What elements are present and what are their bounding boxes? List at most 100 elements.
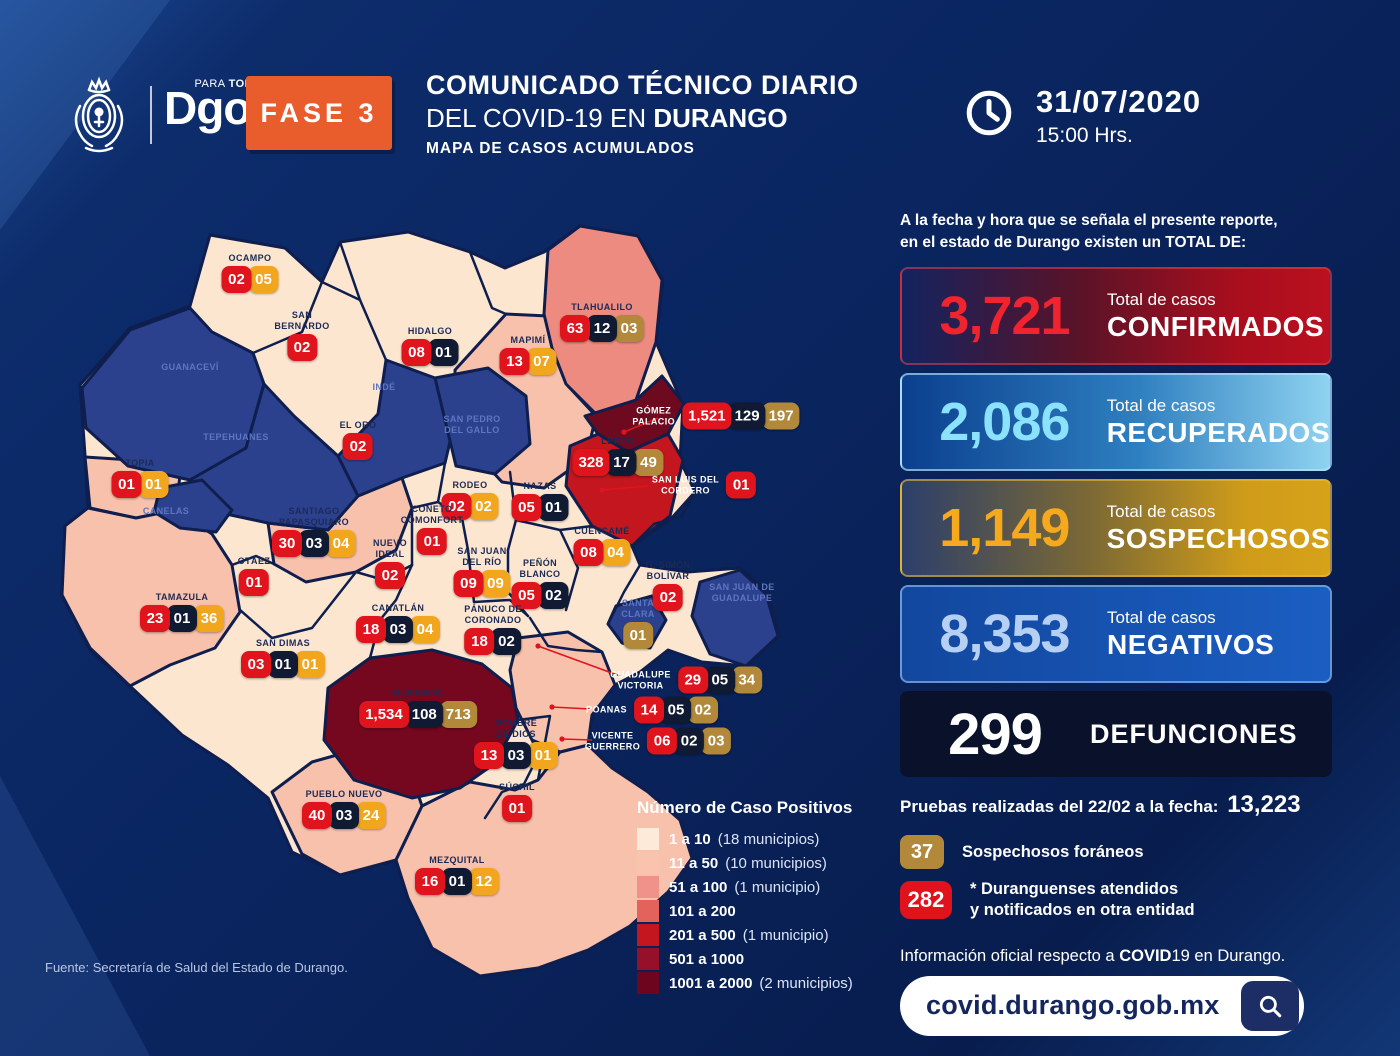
case-badges-ot-ez: 01 [239,568,269,596]
attended-line1: * Duranguenses atendidos [970,880,1179,899]
badge-dark-vicente-guerrero: 02 [674,727,705,755]
badge-bronze-guadalupe-victoria: 34 [731,666,762,694]
municipality-label-nombre-de-dios: NOMBRE DE DIOS [494,718,538,739]
municipality-label-mezquital: MEZQUITAL [429,855,485,865]
municipality-label-santiago-papasquiaro: SANTIAGO PAPASQUIARO [278,506,350,527]
case-badges-mapim: 13 07 [499,347,557,375]
search-button[interactable] [1241,980,1299,1031]
badge-red-nuevo-ideal: 02 [374,561,405,589]
badge-dark-mezquital: 01 [442,867,472,895]
badge-dark-tlahualilo: 12 [587,314,617,342]
recuperados-value: 2,086 [939,392,1070,453]
municipality-rodeo: RODEO 02 02 [441,480,499,520]
badge-red-el-oro: 02 [343,432,373,460]
confirmados-value: 3,721 [939,286,1070,347]
municipality-san-juan-de-guadalupe: SAN JUAN DE GUADALUPE [709,582,774,604]
legend-swatch-3 [637,900,659,922]
sospechosos-value: 1,149 [939,498,1070,559]
badge-red-lerdo: 328 [572,448,610,476]
confirmados-label: CONFIRMADOS [1107,310,1325,342]
badge-bronze-tlahualilo: 03 [614,314,644,342]
legend-label-3: 101 a 200 [669,902,736,920]
badge-red-cuencam: 08 [573,538,604,566]
municipality-label-coneto-comonfort: CONETO COMONFORT [400,504,464,525]
municipality-label-poanas: POANAS [586,704,627,715]
municipality-san-dimas: SAN DIMAS 03 01 01 [241,638,325,678]
legend-swatch-2 [637,876,659,898]
badge-gold-cuencam: 04 [600,538,631,566]
covid-url-pill[interactable]: covid.durango.gob.mx [900,975,1304,1036]
defunciones-label: DEFUNCIONES [1090,719,1298,750]
municipality-san-luis-del-cordero: SAN LUIS DEL CORDERO 01 [652,471,757,499]
clock-icon [966,90,1012,136]
defunciones-value: 299 [948,701,1043,767]
badge-dark-poanas: 05 [660,696,691,724]
covid-url-text[interactable]: covid.durango.gob.mx [926,990,1220,1021]
municipality-durango: DURANGO 1,534 108 713 [359,688,477,728]
municipality-label-hidalgo: HIDALGO [407,326,453,336]
legend-note-4: (1 municipio) [742,926,829,944]
badge-red-rodeo: 02 [441,492,472,520]
case-badges-tlahualilo: 63 12 03 [560,314,644,342]
negativos-value: 8,353 [939,604,1070,665]
badge-red-g-sim-n-bol-var: 02 [652,583,683,611]
badge-bronze-durango: 713 [439,700,477,728]
municipality-santiago-papasquiaro: SANTIAGO PAPASQUIARO 30 03 04 [272,506,356,557]
badge-gold-canatl-n: 04 [410,615,440,643]
badge-red-g-mez-palacio: 1,521 [682,402,732,430]
municipality-label-g-mez-palacio: GÓMEZ PALACIO [632,405,676,426]
title-line2-light: DEL COVID-19 EN [426,103,654,133]
municipality-label-san-dimas: SAN DIMAS [255,638,311,648]
durango-crest-logo [74,76,124,153]
municipality-topia: TOPIA 01 01 [111,458,169,498]
card-recuperados: 2,086 Total de casos RECUPERADOS [900,373,1332,472]
municipality-s-chil: SÚCHIL 01 [499,782,535,822]
badge-red-san-juan-del-r-o: 09 [453,569,484,597]
attended-line2: y notificados en otra entidad [970,901,1195,919]
brand-dgo: Dgo [164,82,251,134]
case-badges-pueblo-nuevo: 40 03 24 [302,801,386,829]
badge-gold-ocampo: 05 [248,265,279,293]
municipality-lerdo: LERDO 328 17 49 [572,436,664,476]
title-line2-bold: DURANGO [653,103,788,133]
legend-item-0: 1 a 10 (18 municipios) [637,828,853,850]
municipality-label-ot-ez: OTÁEZ [237,556,271,566]
foreign-suspects-row: 37 Sospechosos foráneos [900,835,1332,870]
badge-red-p-nuco-de-coronado: 18 [464,627,495,655]
badge-red-pueblo-nuevo: 40 [302,801,332,829]
card-defunciones: 299 DEFUNCIONES [900,691,1332,778]
badge-dark-p-nuco-de-coronado: 02 [491,627,522,655]
municipality-label-lerdo: LERDO [601,436,635,446]
legend-swatch-4 [637,924,659,946]
badge-dark-nazas: 01 [538,493,569,521]
recuperados-label: RECUPERADOS [1106,416,1330,448]
badge-red-mezquital: 16 [415,867,445,895]
municipality-nombre-de-dios: NOMBRE DE DIOS 13 03 01 [474,718,558,769]
tests-line: Pruebas realizadas del 22/02 a la fecha:… [900,791,1332,819]
case-badges-s-chil: 01 [502,794,532,822]
municipality-san-bernardo: SAN BERNARDO 02 [274,310,329,361]
case-badges-rodeo: 02 02 [441,492,499,520]
negativos-label-top: Total de casos [1107,607,1216,627]
badge-red-coneto-comonfort: 01 [417,527,447,555]
badge-red-san-bernardo: 02 [286,333,317,361]
badge-red-ot-ez: 01 [239,568,269,596]
legend-item-6: 1001 a 2000 (2 municipios) [637,972,853,994]
legend-label-2: 51 a 100 [669,878,728,896]
stats-panel: A la fecha y hora que se señala el prese… [900,210,1332,1036]
map-legend: Número de Caso Positivos 1 a 10 (18 munic… [637,798,853,996]
badge-red-nombre-de-dios: 13 [474,741,504,769]
legend-note-6: (2 municipios) [759,974,853,992]
intro-text: A la fecha y hora que se señala el prese… [900,210,1332,253]
badge-dark-durango: 108 [405,700,443,728]
badge-red-poanas: 14 [633,696,664,724]
brand-para: PARA [194,78,226,90]
legend-label-0: 1 a 10 [669,830,711,848]
badge-dark-g-mez-palacio: 129 [728,402,766,430]
legend-note-1: (10 municipios) [725,854,827,872]
badge-gold-mezquital: 12 [469,867,499,895]
badge-red-tamazula: 23 [140,604,170,632]
municipality-label-mapim: MAPIMÍ [510,335,546,345]
legend-item-1: 11 a 50 (10 municipios) [637,852,853,874]
case-badges-durango: 1,534 108 713 [359,700,477,728]
